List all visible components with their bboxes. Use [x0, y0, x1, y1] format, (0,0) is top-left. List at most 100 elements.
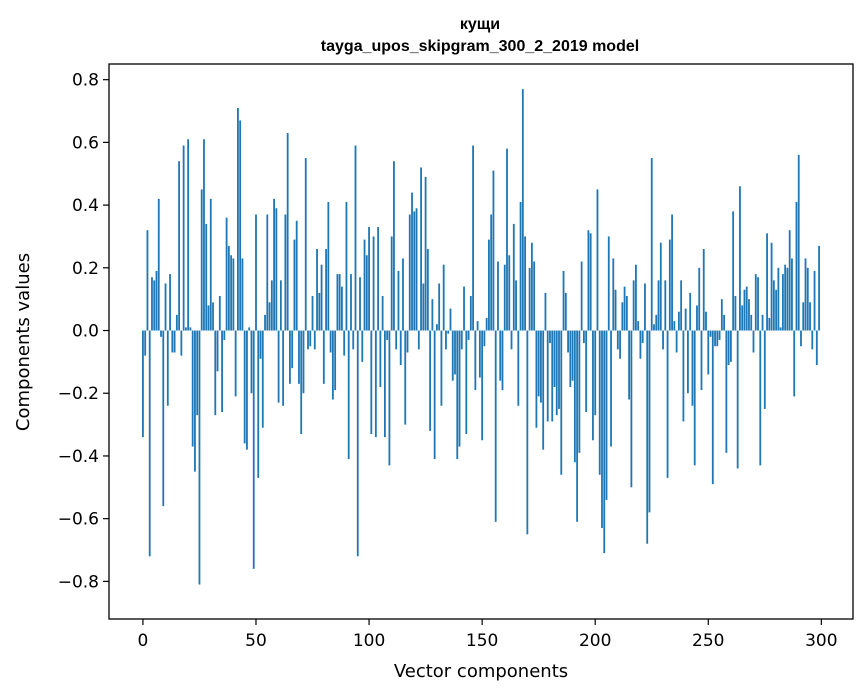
bar: [268, 302, 271, 331]
bar: [146, 230, 149, 331]
bar: [372, 236, 375, 331]
bar: [212, 302, 214, 331]
bar: [813, 270, 816, 331]
bar: [327, 201, 330, 331]
bar: [621, 302, 624, 331]
bar: [818, 245, 820, 331]
bar: [754, 274, 757, 331]
bar: [393, 161, 395, 331]
bar: [607, 236, 610, 331]
bar: [352, 330, 355, 350]
bar: [309, 330, 312, 347]
bar: [458, 330, 461, 447]
bar: [761, 314, 764, 331]
bar: [307, 330, 309, 350]
bar: [336, 274, 339, 331]
bar: [363, 239, 366, 331]
bar: [490, 214, 493, 331]
bar: [725, 330, 728, 453]
bar: [264, 314, 266, 331]
bar: [225, 217, 228, 331]
bar: [467, 330, 470, 340]
bar: [553, 330, 556, 387]
bar: [515, 280, 517, 331]
bar: [207, 305, 210, 331]
bar: [806, 267, 809, 331]
bar: [483, 330, 486, 347]
x-tick-label: 300: [805, 631, 837, 651]
bar: [474, 330, 477, 391]
y-tick-label: −0.2: [58, 384, 99, 404]
bar: [630, 330, 633, 488]
bar: [465, 330, 468, 434]
bar: [494, 330, 497, 522]
bar: [469, 296, 472, 331]
bar: [580, 261, 583, 331]
bar: [560, 330, 563, 475]
bar: [463, 286, 465, 331]
bar: [157, 198, 160, 331]
bar: [519, 201, 522, 331]
bar: [426, 249, 429, 331]
bar: [388, 330, 391, 466]
bar: [510, 330, 513, 350]
x-axis-label: Vector components: [394, 661, 568, 682]
bar: [582, 330, 585, 344]
bar: [528, 267, 531, 331]
bar: [702, 249, 705, 331]
bar: [664, 280, 667, 331]
bar: [386, 330, 389, 340]
y-tick-label: 0.6: [72, 133, 99, 153]
bar: [485, 317, 488, 331]
bar: [748, 299, 750, 331]
bar: [741, 305, 744, 331]
bar: [537, 330, 540, 397]
bar: [546, 330, 549, 422]
bar: [492, 170, 495, 331]
bar: [612, 258, 615, 331]
bar: [431, 299, 434, 331]
bar: [261, 330, 264, 428]
bar: [619, 330, 621, 359]
bar: [641, 330, 644, 344]
bar: [596, 189, 599, 331]
bar: [592, 330, 594, 441]
bar: [397, 270, 400, 331]
bar: [727, 330, 730, 366]
bar: [230, 255, 233, 331]
bar-series: [142, 89, 820, 585]
bar: [291, 330, 294, 369]
bar: [279, 280, 282, 331]
x-axis-ticks: 0 50 100 150 200 250 300: [138, 619, 838, 651]
bar: [605, 330, 608, 500]
bar: [714, 330, 716, 347]
bar: [662, 330, 664, 350]
bar: [623, 286, 626, 331]
y-tick-label: −0.8: [58, 572, 99, 592]
bar: [540, 330, 542, 403]
bar: [187, 139, 190, 331]
bar: [777, 267, 780, 331]
bar: [329, 330, 332, 353]
bar: [304, 158, 307, 331]
bar: [766, 233, 768, 331]
bar: [655, 314, 658, 331]
bar: [237, 107, 239, 331]
bar: [175, 314, 178, 331]
bar: [691, 330, 694, 406]
bar: [404, 330, 407, 425]
bar: [282, 330, 285, 406]
bar: [460, 330, 463, 350]
bar: [359, 277, 361, 331]
bar: [544, 292, 547, 331]
bar: [535, 330, 538, 428]
bar: [343, 330, 346, 356]
bar: [759, 330, 762, 466]
y-tick-label: 0.4: [72, 196, 99, 216]
bar: [162, 330, 165, 507]
bar: [763, 330, 766, 409]
bar: [347, 330, 350, 460]
bar: [804, 258, 807, 331]
bar: [166, 330, 169, 406]
bar: [368, 227, 370, 331]
